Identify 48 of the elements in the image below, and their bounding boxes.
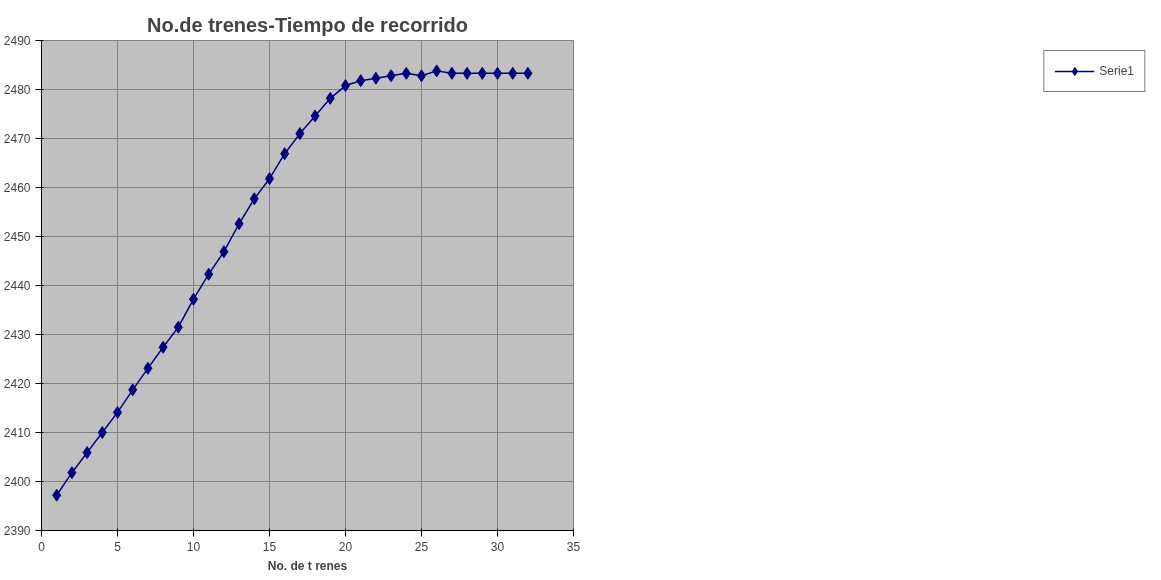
point bbox=[204, 267, 214, 281]
y-tick-label: 2420 bbox=[3, 377, 31, 391]
point bbox=[173, 320, 183, 334]
point bbox=[310, 109, 320, 123]
point bbox=[371, 71, 381, 85]
point bbox=[508, 66, 518, 80]
point bbox=[128, 383, 138, 397]
point bbox=[523, 66, 533, 80]
point bbox=[52, 488, 62, 502]
point bbox=[447, 66, 457, 80]
y-tick-label: 2440 bbox=[3, 279, 31, 293]
y-tick-label: 2400 bbox=[3, 475, 31, 489]
y-tick-label: 2480 bbox=[3, 83, 31, 97]
point bbox=[462, 66, 472, 80]
x-tick-label: 10 bbox=[186, 539, 201, 554]
point bbox=[401, 66, 411, 80]
point bbox=[386, 69, 396, 83]
x-tick-label: 20 bbox=[338, 539, 353, 554]
y-tick-label: 2390 bbox=[3, 524, 31, 538]
point bbox=[82, 446, 92, 460]
y-tick-label: 2410 bbox=[3, 426, 31, 440]
point bbox=[143, 361, 153, 375]
point bbox=[477, 66, 487, 80]
legend-label: Serie1 bbox=[1099, 64, 1134, 78]
x-tick-label: 5 bbox=[114, 539, 122, 554]
y-tick-label: 2450 bbox=[3, 230, 31, 244]
x-tick-label: 15 bbox=[262, 539, 277, 554]
x-tick-label: 35 bbox=[566, 539, 581, 554]
point bbox=[295, 127, 305, 141]
x-tick-label: 30 bbox=[490, 539, 505, 554]
point bbox=[280, 147, 290, 161]
chart-title: No.de trenes-Tiempo de recorrido bbox=[147, 13, 468, 36]
point bbox=[325, 91, 335, 105]
y-tick-label: 2470 bbox=[3, 132, 31, 146]
y-tick-label: 2490 bbox=[3, 34, 31, 48]
point bbox=[356, 74, 366, 88]
point bbox=[432, 64, 442, 78]
x-tick-label: 25 bbox=[414, 539, 429, 554]
point bbox=[97, 426, 107, 439]
point bbox=[219, 245, 229, 259]
x-tick-label: 0 bbox=[38, 539, 46, 554]
point bbox=[249, 192, 259, 206]
point bbox=[234, 217, 244, 231]
point bbox=[67, 466, 77, 480]
y-tick-label: 2460 bbox=[3, 181, 31, 195]
y-tick-label: 2430 bbox=[3, 328, 31, 342]
point bbox=[158, 340, 168, 354]
x-axis-title: No. de t renes bbox=[267, 558, 348, 573]
